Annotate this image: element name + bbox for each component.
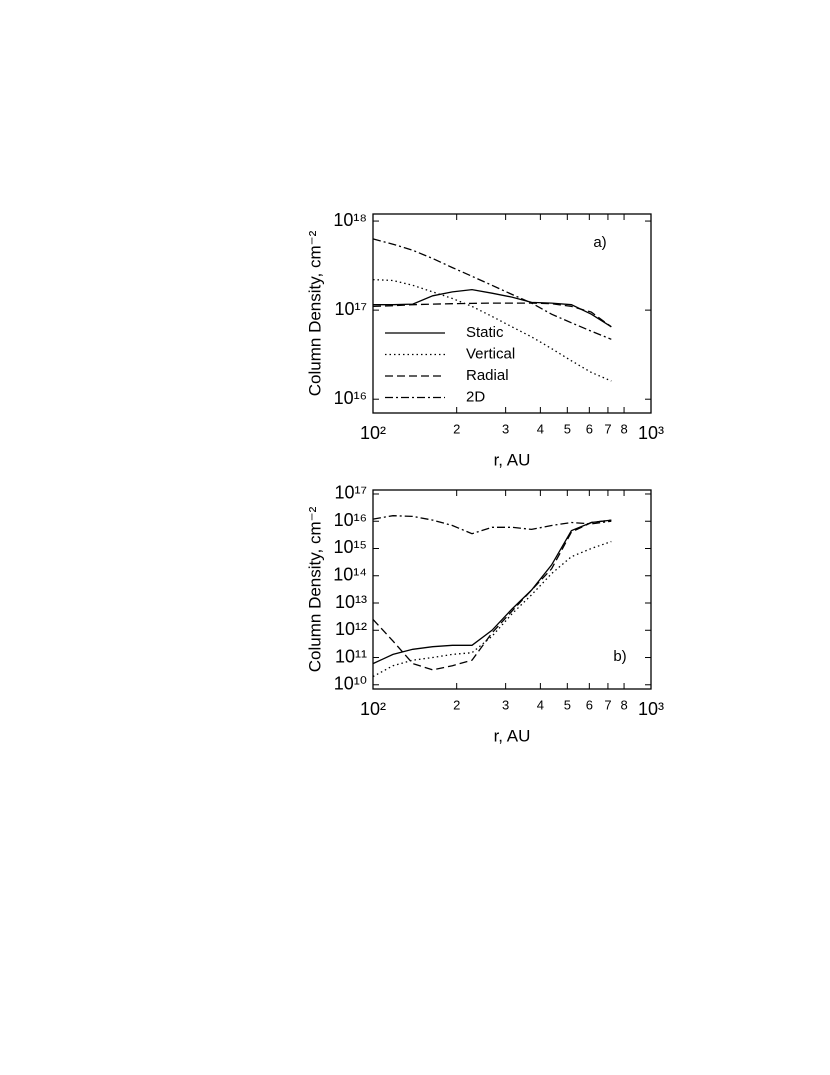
x-tick-label: 8 [620, 421, 627, 436]
series-line [373, 288, 612, 328]
legend-label: Radial [466, 367, 509, 384]
series-line [372, 302, 612, 328]
x-tick-label: 10³ [638, 423, 664, 443]
x-tick-label: 3 [502, 697, 509, 712]
x-tick-label: 6 [586, 697, 593, 712]
legend-label: 2D [466, 388, 485, 405]
x-tick-label: 2 [453, 421, 460, 436]
x-tick-label: 5 [564, 421, 571, 436]
x-tick-label: 5 [564, 697, 571, 712]
x-tick-label: 8 [620, 697, 627, 712]
x-tick-label: 10² [360, 699, 386, 719]
x-axis-label: r, AU [494, 726, 531, 745]
y-tick-label: 10¹⁴ [333, 565, 367, 585]
series-line [372, 515, 612, 535]
series-line [372, 540, 612, 678]
x-tick-label: 4 [537, 697, 544, 712]
y-axis-label: Column Density, cm⁻² [305, 506, 324, 672]
x-tick-label: 2 [453, 697, 460, 712]
x-tick-label: 3 [502, 421, 509, 436]
y-tick-label: 10¹⁵ [334, 537, 367, 557]
y-tick-label: 10¹¹ [335, 646, 367, 666]
series-line [372, 519, 612, 665]
y-tick-label: 10¹⁷ [334, 483, 367, 503]
y-tick-label: 10¹² [335, 619, 367, 639]
plot-frame [372, 489, 652, 690]
y-axis-label: Column Density, cm⁻² [305, 230, 324, 396]
y-tick-label: 10¹⁸ [333, 210, 367, 230]
series-line [372, 519, 612, 671]
y-tick-label: 10¹⁷ [334, 299, 367, 319]
legend-label: Vertical [466, 345, 515, 362]
series-line [372, 278, 612, 382]
y-tick-label: 10¹⁶ [334, 388, 367, 408]
y-tick-label: 10¹⁶ [334, 510, 367, 530]
x-tick-label: 6 [586, 421, 593, 436]
x-axis-label: r, AU [494, 450, 531, 469]
plot-frame [372, 213, 652, 414]
x-tick-label: 7 [604, 421, 611, 436]
series-line [372, 238, 612, 340]
panel-label: a) [593, 234, 606, 251]
x-tick-label: 7 [604, 697, 611, 712]
panel-label: b) [613, 648, 626, 665]
x-tick-label: 10² [360, 423, 386, 443]
x-tick-label: 4 [537, 421, 544, 436]
legend-label: Static [466, 324, 504, 341]
y-tick-label: 10¹⁰ [334, 674, 367, 694]
x-tick-label: 10³ [638, 699, 664, 719]
y-tick-label: 10¹³ [335, 592, 367, 612]
